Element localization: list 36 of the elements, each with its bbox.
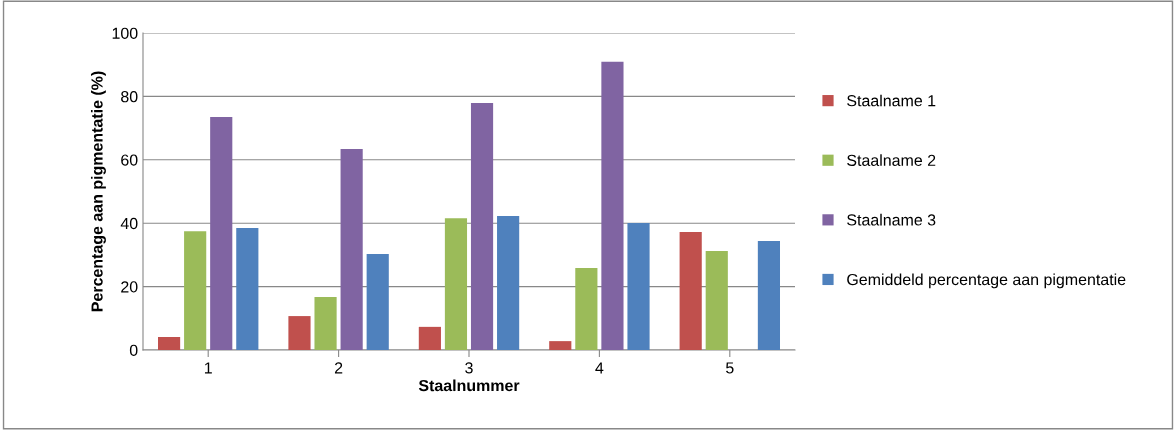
bar [340,149,363,350]
bar [497,215,520,350]
bar [470,103,494,350]
bar [679,232,702,350]
y-tick-label: 0 [129,344,138,356]
bar [184,231,207,350]
bar [288,316,311,350]
x-tick-label: 3 [465,362,473,374]
legend-label: Staalname 2 [847,154,936,166]
bar [627,222,650,350]
y-tick-label: 100 [112,27,138,39]
bar [757,240,780,350]
y-tick-label: 40 [120,217,138,230]
bar [705,251,728,350]
bar [575,267,598,350]
bar [158,337,181,350]
x-tick-label: 5 [726,362,734,374]
bar [549,341,572,350]
x-tick-label: 4 [595,362,604,374]
bar [418,326,441,350]
y-axis-title: Percentage aan pigmentatie (%) [90,71,106,312]
bar [444,218,468,350]
y-tick-label: 20 [121,281,138,293]
y-tick-label: 80 [121,91,138,103]
bar [314,297,337,350]
y-tick-label: 60 [121,154,138,166]
legend-label: Staalname 3 [847,213,936,226]
bar [236,227,259,350]
x-tick-label: 1 [204,362,212,374]
bar [366,253,389,350]
legend-label: Staalname 1 [847,94,936,107]
bar [601,61,624,350]
legend-label: Gemiddeld percentage aan pigmentatie [847,273,1126,289]
bar [210,117,233,350]
x-tick-label: 2 [334,362,343,374]
x-axis-title: Staalnummer [418,379,520,392]
